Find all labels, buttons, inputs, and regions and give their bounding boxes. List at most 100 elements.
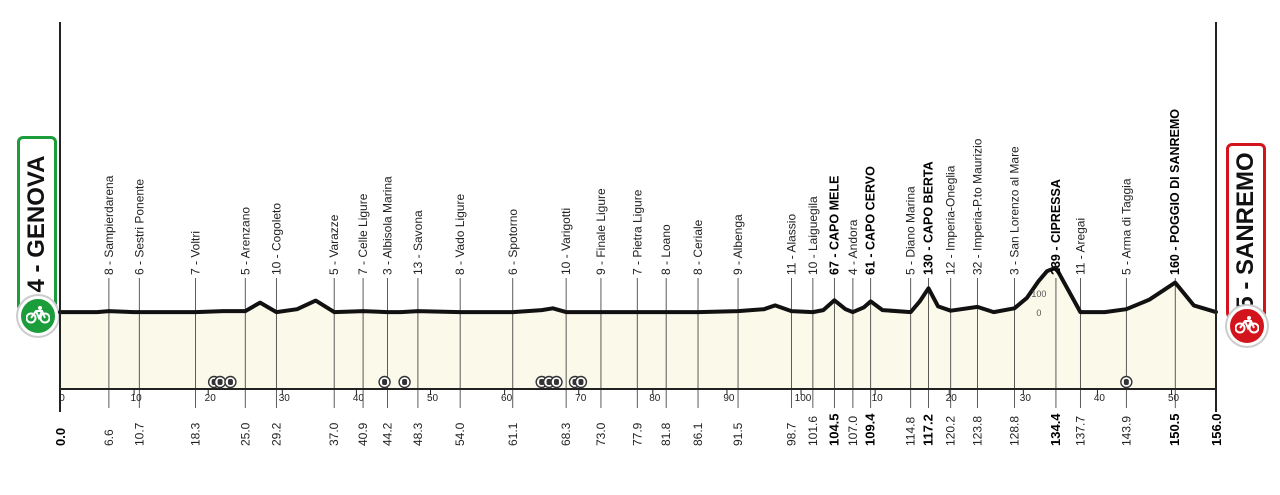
waypoint-label: 7 - Celle Ligure	[356, 193, 370, 275]
waypoint-km-label: 81.8	[659, 422, 673, 446]
waypoint-label: 130 - CAPO BERTA	[921, 161, 935, 275]
waypoint-label: 10 - Laiguegila	[806, 196, 820, 275]
waypoint-label: 7 - Voltri	[189, 231, 203, 275]
waypoint-label: 8 - Vado Ligure	[453, 194, 467, 275]
waypoint-label: 3 - San Lorenzo al Mare	[1007, 146, 1021, 275]
waypoint-km-label: 86.1	[691, 422, 705, 446]
waypoint-label: 10 - Cogoleto	[269, 203, 283, 275]
waypoint-label: 239 - CIPRESSA	[1049, 179, 1063, 275]
waypoint-label: 10 - Varigotti	[559, 208, 573, 275]
tunnel-icon	[1123, 379, 1129, 385]
tunnel-icon	[402, 379, 408, 385]
waypoint-label: 3 - Albisola Marina	[381, 176, 395, 275]
waypoint-label: 160 - POGGIO DI SANREMO	[1168, 109, 1182, 275]
waypoint-km-label: 114.8	[904, 417, 918, 446]
x-tick-label: 0	[59, 393, 65, 404]
waypoint-km-label: 25.0	[238, 422, 252, 446]
waypoint-label: 11 - Aregai	[1073, 218, 1087, 275]
waypoint-km-label: 73.0	[594, 422, 608, 446]
finish-city-box: 5 - SANREMO	[1226, 143, 1266, 319]
tunnel-icon	[578, 379, 584, 385]
waypoint-km-label: 109.4	[863, 413, 878, 446]
waypoint-label: 6 - Sestri Ponente	[132, 179, 146, 275]
waypoint-km-label: 117.2	[920, 414, 935, 446]
x-tick-label: 100	[795, 393, 812, 404]
waypoint-km-label: 143.9	[1119, 416, 1133, 446]
waypoint-label: 13 - Savona	[411, 210, 425, 275]
waypoint-km-label: 40.9	[356, 422, 370, 446]
start-km-label: 0.0	[53, 428, 68, 446]
waypoint-label: 4 - Andora	[846, 219, 860, 275]
x-tick-label: 30	[1020, 393, 1032, 404]
waypoint-km-label: 61.1	[506, 422, 520, 446]
waypoint-km-label: 54.0	[453, 422, 467, 446]
finish-km-label: 156.0	[1209, 413, 1224, 446]
waypoint-km-label: 134.4	[1048, 413, 1063, 446]
waypoint-km-label: 150.5	[1167, 413, 1182, 446]
x-tick-label: 80	[649, 393, 661, 404]
waypoint-label: 12 - Imperia-Oneglia	[944, 165, 958, 275]
waypoint-label: 8 - Ceriale	[691, 219, 705, 275]
waypoint-km-label: 77.9	[630, 422, 644, 446]
waypoint-label: 61 - CAPO CERVO	[864, 166, 878, 275]
waypoint-km-label: 37.0	[327, 422, 341, 446]
waypoint-km-label: 98.7	[784, 422, 798, 446]
waypoint-label: 5 - Arenzano	[238, 207, 252, 275]
waypoint-km-label: 101.6	[806, 416, 820, 446]
profile-line	[58, 265, 1218, 315]
x-tick-label: 10	[872, 393, 884, 404]
waypoint-km-label: 44.2	[381, 422, 395, 446]
bike-icon	[1227, 306, 1267, 346]
waypoint-km-label: 128.8	[1007, 416, 1021, 446]
waypoint-km-label: 68.3	[559, 422, 573, 446]
y-tick-label: 100	[1031, 289, 1046, 299]
x-tick-label: 90	[723, 393, 735, 404]
waypoint-label: 5 - Varazze	[327, 214, 341, 275]
waypoint-km-label: 123.8	[970, 416, 984, 446]
tunnel-icon	[539, 379, 545, 385]
x-tick-label: 40	[353, 393, 365, 404]
waypoint-label: 67 - CAPO MELE	[827, 176, 841, 275]
y-tick-label: 0	[1036, 308, 1041, 318]
tunnel-icon	[546, 379, 552, 385]
start-city-box: 4 - GENOVA	[17, 136, 57, 312]
axis	[59, 22, 1217, 412]
waypoint-label: 5 - Diano Marina	[904, 186, 918, 275]
waypoint-km-label: 48.3	[411, 422, 425, 446]
waypoint-km-label: 29.2	[269, 422, 283, 446]
bike-icon	[18, 296, 58, 336]
x-tick-label: 30	[279, 393, 291, 404]
waypoint-km-label: 137.7	[1073, 416, 1087, 446]
x-tick-label: 50	[427, 393, 439, 404]
x-tick-label: 40	[1094, 393, 1106, 404]
x-tick-label: 60	[501, 393, 513, 404]
waypoint-km-label: 120.2	[944, 416, 958, 446]
x-tick-label: 10	[131, 393, 143, 404]
waypoint-km-label: 10.7	[132, 422, 146, 446]
waypoint-km-label: 18.3	[189, 422, 203, 446]
x-tick-label: 50	[1168, 393, 1180, 404]
waypoint-label: 6 - Spotorno	[506, 209, 520, 275]
waypoint-km-label: 104.5	[826, 413, 841, 446]
profile-fill	[60, 267, 1216, 389]
waypoint-lines	[108, 278, 1176, 408]
waypoint-km-label: 107.0	[846, 416, 860, 446]
waypoint-label: 8 - Loano	[659, 224, 673, 275]
waypoint-label: 32 - Imperia-P.to Maurizio	[970, 138, 984, 275]
waypoint-km-label: 6.6	[102, 429, 116, 446]
waypoint-label: 8 - Sampierdarena	[102, 175, 116, 275]
x-tick-label: 70	[575, 393, 587, 404]
tunnel-icon	[553, 379, 559, 385]
tunnels	[207, 375, 1133, 389]
tunnel-icon	[227, 379, 233, 385]
x-tick-label: 20	[946, 393, 958, 404]
waypoint-label: 9 - Finale Ligure	[594, 188, 608, 275]
labels: 8 - Sampierdarena 6.6 6 - Sestri Ponente 10…	[53, 109, 1224, 446]
waypoint-label: 9 - Albenga	[731, 214, 745, 275]
tunnel-icon	[382, 379, 388, 385]
x-tick-label: 20	[205, 393, 217, 404]
waypoint-km-label: 91.5	[731, 422, 745, 446]
waypoint-label: 5 - Arma di Taggia	[1119, 178, 1133, 275]
waypoint-label: 11 - Alassio	[784, 214, 798, 275]
